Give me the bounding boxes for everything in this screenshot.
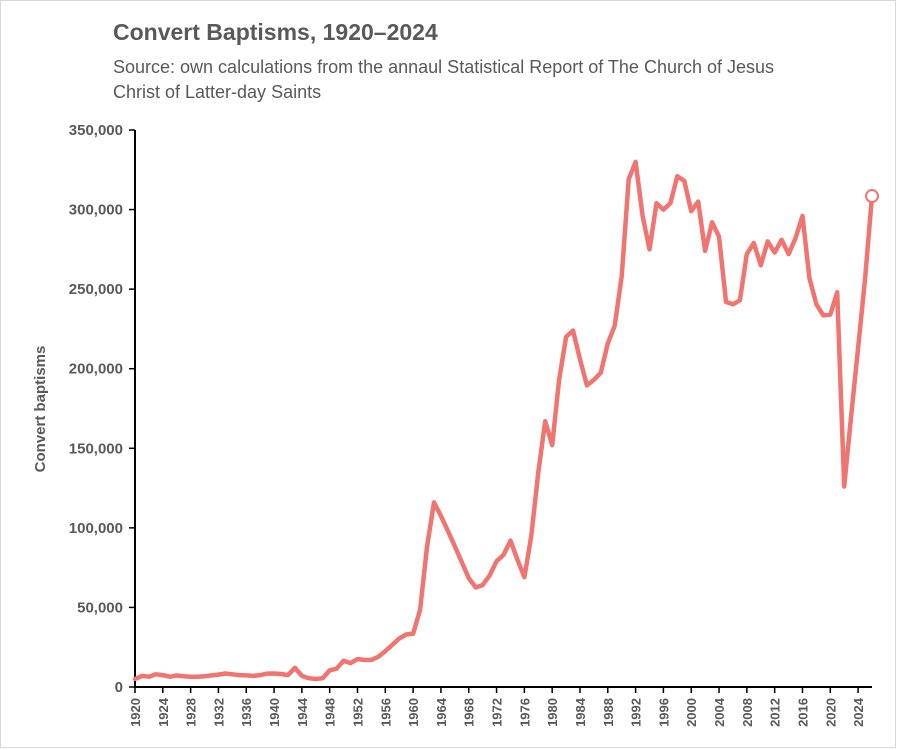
x-tick-label: 1956 [378, 698, 393, 727]
y-axis-label: Convert baptisms [32, 346, 49, 473]
y-tick-label: 350,000 [69, 122, 123, 139]
y-tick-label: 150,000 [69, 440, 123, 457]
x-tick-label: 1964 [434, 697, 449, 727]
y-tick-label: 300,000 [69, 202, 123, 219]
x-tick-label: 1944 [295, 697, 310, 727]
y-tick-label: 50,000 [77, 599, 123, 616]
x-tick-label: 1960 [406, 698, 421, 727]
x-tick-label: 1940 [267, 698, 282, 727]
x-tick-label: 2004 [712, 697, 727, 727]
x-tick-label: 1920 [128, 698, 143, 727]
series-line-convert-baptisms [132, 159, 875, 682]
y-tick-label: 200,000 [69, 361, 123, 378]
x-tick-label: 1932 [211, 698, 226, 727]
x-tick-label: 1948 [323, 698, 338, 727]
x-tick-label: 1928 [184, 698, 199, 727]
x-tick-label: 1968 [462, 698, 477, 727]
x-tick-label: 1936 [239, 698, 254, 727]
y-tick-label: 0 [115, 679, 123, 696]
x-tick-label: 2016 [795, 698, 810, 727]
y-tick-label: 100,000 [69, 520, 123, 537]
x-tick-label: 1952 [350, 698, 365, 727]
x-tick-label: 2012 [768, 698, 783, 727]
x-tick-label: 1984 [573, 697, 588, 727]
x-tick-label: 2008 [740, 698, 755, 727]
chart-subtitle: Source: own calculations from the annaul… [113, 57, 775, 102]
x-tick-label: 2000 [684, 698, 699, 727]
x-tick-label: 1996 [656, 698, 671, 727]
y-tick-label: 250,000 [69, 281, 123, 298]
x-tick-label: 1972 [490, 698, 505, 727]
chart-title: Convert Baptisms, 1920–2024 [113, 19, 438, 45]
x-tick-label: 1976 [517, 698, 532, 727]
series-end-marker [865, 189, 879, 204]
x-axis-ticks: 1920 1924 1928 1932 1936 1940 1944 1948 1952 1956… [128, 687, 866, 727]
y-axis-ticks: 0 50,000 100,000 150,000 200,000 250,000 300,0… [69, 122, 135, 696]
x-tick-label: 1992 [629, 698, 644, 727]
x-tick-label: 2020 [823, 698, 838, 727]
x-tick-label: 2024 [851, 697, 866, 727]
x-tick-label: 1988 [601, 698, 616, 727]
x-tick-label: 1924 [156, 697, 171, 727]
x-tick-label: 1980 [545, 698, 560, 727]
